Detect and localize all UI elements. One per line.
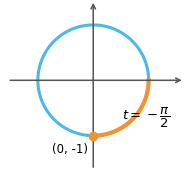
Text: $t = -\dfrac{\pi}{2}$: $t = -\dfrac{\pi}{2}$ xyxy=(122,106,170,130)
Text: (0, -1): (0, -1) xyxy=(52,143,88,156)
